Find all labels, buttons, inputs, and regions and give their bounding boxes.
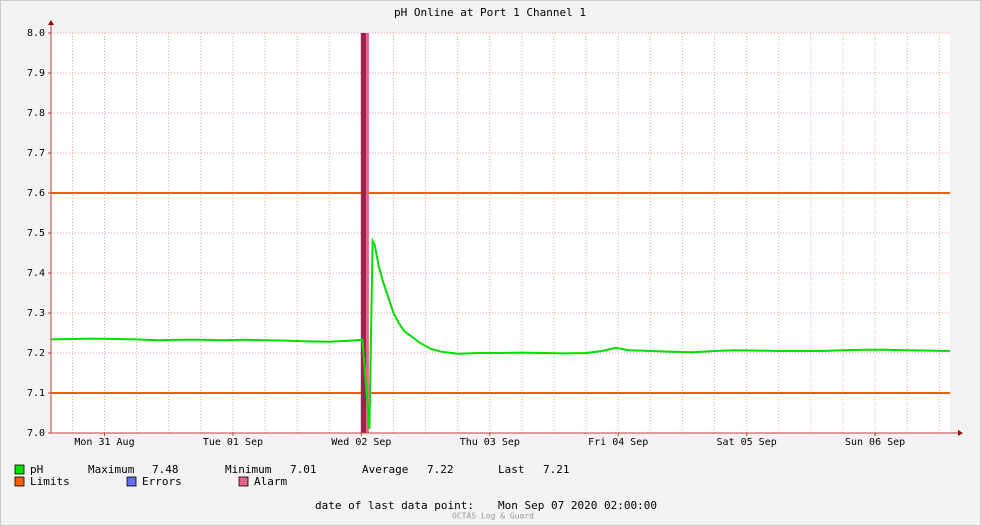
legend-swatch <box>14 464 25 475</box>
stat-value: 7.01 <box>290 463 317 476</box>
watermark: OCTAS Log & Guard <box>452 512 534 521</box>
x-tick-label: Sun 06 Sep <box>845 437 905 448</box>
legend-label: Alarm <box>254 475 287 488</box>
y-tick-label: 7.7 <box>27 148 45 159</box>
legend-label: pH <box>30 463 43 476</box>
x-tick-label: Fri 04 Sep <box>588 437 648 448</box>
legend-swatch <box>238 476 249 487</box>
legend-label: Limits <box>30 475 70 488</box>
stat-value: 7.48 <box>152 463 179 476</box>
alarm-span <box>360 33 367 433</box>
chart-title: pH Online at Port 1 Channel 1 <box>394 6 586 19</box>
y-tick-label: 7.1 <box>27 388 45 399</box>
x-tick-label: Thu 03 Sep <box>460 437 520 448</box>
y-tick-label: 7.3 <box>27 308 45 319</box>
x-tick-label: Mon 31 Aug <box>74 437 134 448</box>
stat-label: Maximum <box>88 463 135 476</box>
legend-swatch <box>14 476 25 487</box>
series-line <box>50 237 951 430</box>
stat-label: Last <box>498 463 525 476</box>
footer-label: date of last data point: <box>315 499 474 512</box>
stat-label: Minimum <box>225 463 272 476</box>
footer-value: Mon Sep 07 2020 02:00:00 <box>498 499 657 512</box>
y-tick-label: 7.4 <box>27 268 45 279</box>
stat-label: Average <box>362 463 408 476</box>
y-tick-label: 7.6 <box>27 188 45 199</box>
stat-value: 7.22 <box>427 463 454 476</box>
y-tick-label: 7.9 <box>27 68 45 79</box>
y-tick-label: 7.5 <box>27 228 45 239</box>
x-tick-label: Sat 05 Sep <box>717 437 777 448</box>
plot-area <box>51 33 950 433</box>
legend-label: Errors <box>142 475 182 488</box>
y-arrow <box>48 20 54 25</box>
y-tick-label: 8.0 <box>27 28 45 39</box>
x-tick-label: Tue 01 Sep <box>203 437 263 448</box>
x-arrow <box>958 430 963 436</box>
y-tick-label: 7.2 <box>27 348 45 359</box>
stat-value: 7.21 <box>543 463 570 476</box>
legend-swatch <box>126 476 137 487</box>
y-tick-label: 7.8 <box>27 108 45 119</box>
x-tick-label: Wed 02 Sep <box>331 437 391 448</box>
y-tick-label: 7.0 <box>27 428 45 439</box>
alarm-span <box>366 33 369 433</box>
